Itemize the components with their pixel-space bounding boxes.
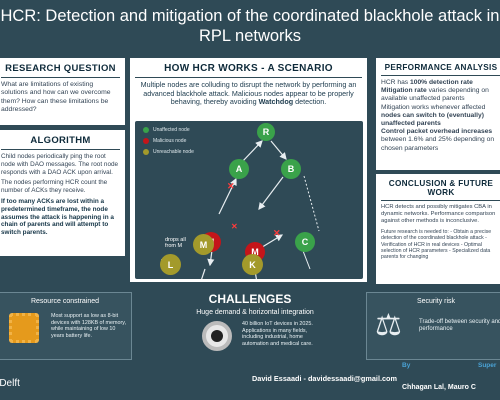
- footer-author: David Essaadi - davidessaadi@gmail.com: [252, 374, 398, 383]
- footer-by: By: [402, 362, 411, 369]
- how-intro-text: Multiple nodes are colluding to disrupt …: [140, 80, 357, 107]
- camera-icon: [202, 321, 232, 351]
- edge-b-r: [270, 140, 287, 160]
- edge-n-a: [218, 177, 237, 215]
- cross-mark-2: ✕: [273, 228, 281, 238]
- node-a: A: [229, 159, 249, 179]
- algorithm-step-2: The nodes performing HCR count the numbe…: [1, 179, 108, 195]
- how-hcr-works-panel: HOW HCR WORKS - A SCENARIO Multiple node…: [130, 58, 367, 282]
- edge-l-m1: [201, 268, 206, 279]
- node-root: R: [257, 123, 275, 141]
- conclusion-p1: HCR detects and possibly mitigates CBA i…: [381, 204, 496, 224]
- node-l: L: [160, 254, 181, 275]
- tudelft-logo: TUDelft: [0, 378, 20, 389]
- perf-line2-b: varies depending on available unaffected…: [381, 87, 489, 103]
- perf-line3-a: Mitigation works whenever affected: [381, 103, 486, 111]
- scales-icon: ⚖: [375, 309, 402, 342]
- legend-malicious: Malicious node: [153, 138, 187, 144]
- legend-red-dot: [143, 138, 149, 144]
- research-text: What are limitations of existing solutio…: [1, 81, 111, 114]
- legend: Unaffected node Malicious node Unreachab…: [143, 127, 194, 155]
- resource-title: Resource constrained: [30, 298, 100, 305]
- node-m-lower: M: [193, 234, 214, 255]
- challenges-heading: CHALLENGES: [208, 292, 292, 306]
- conclusion-panel: CONCLUSION & FUTURE WORK HCR detects and…: [376, 174, 500, 284]
- challenge-security-panel: Security risk ⚖ Trade-off between securi…: [366, 292, 500, 360]
- edge-b-c-dashed: [303, 175, 320, 232]
- research-heading: RESEARCH QUESTION: [5, 63, 116, 74]
- chip-icon: [9, 313, 39, 343]
- legend-olive-dot: [143, 149, 149, 155]
- demand-title: Huge demand & horizontal integration: [196, 309, 314, 316]
- legend-unreachable: Unreachable node: [153, 149, 194, 155]
- drops-label: drops all from M: [165, 237, 186, 249]
- footer-super: Super: [478, 362, 497, 369]
- footer-supervisors: Chhagan Lal, Mauro C: [402, 384, 476, 391]
- edge-a-r: [240, 140, 263, 164]
- perf-line4-a: Control packet overhead increases: [381, 128, 493, 136]
- perf-line4-b: between 1.6% and 25% depending on chosen…: [381, 136, 495, 152]
- node-b: B: [281, 159, 301, 179]
- algorithm-heading: ALGORITHM: [30, 135, 91, 146]
- poster-title: HCR: Detection and mitigation of the coo…: [0, 7, 500, 45]
- cross-mark-3: ✕: [231, 222, 238, 231]
- research-question-panel: RESEARCH QUESTION What are limitations o…: [0, 58, 125, 125]
- how-intro-end: detection.: [295, 97, 327, 107]
- challenge-demand-panel: Huge demand & horizontal integration 40 …: [170, 309, 340, 359]
- legend-unaffected: Unaffected node: [153, 127, 190, 133]
- perf-line1-b: 100% detection rate: [410, 79, 473, 86]
- performance-heading: PERFORMANCE ANALYSIS: [384, 63, 498, 72]
- perf-line2-a: Mitigation rate: [381, 87, 427, 95]
- conclusion-p2: Future research is needed to: - Obtain a…: [381, 229, 492, 261]
- security-title: Security risk: [416, 298, 456, 305]
- node-c: C: [295, 232, 315, 252]
- how-heading: HOW HCR WORKS - A SCENARIO: [164, 63, 333, 74]
- algorithm-step-3: If too many ACKs are lost within a prede…: [1, 197, 114, 237]
- how-intro-bold: Watchdog: [258, 97, 294, 107]
- perf-line3-b: nodes can switch to (eventually) unaffec…: [381, 111, 484, 128]
- demand-text: 40 billion IoT devices in 2025. Applicat…: [242, 321, 313, 347]
- resource-text: Most support as low as 8-bit devices wit…: [51, 313, 127, 339]
- security-text: Trade-off between security and performan…: [419, 319, 500, 332]
- how-intro: Multiple nodes are colluding to disrupt …: [131, 80, 366, 107]
- edge-m2-b: [258, 176, 284, 210]
- cross-mark-1: ✕: [227, 181, 235, 191]
- perf-line1-a: HCR has: [381, 79, 409, 86]
- performance-panel: PERFORMANCE ANALYSIS HCR has 100% detect…: [376, 58, 500, 170]
- legend-green-dot: [143, 127, 149, 133]
- conclusion-heading: CONCLUSION & FUTURE WORK: [388, 179, 494, 197]
- challenge-resource-panel: Resource constrained Most support as low…: [0, 292, 132, 360]
- algorithm-step-1: Child nodes periodically ping the root n…: [1, 153, 119, 176]
- node-k: K: [242, 254, 263, 275]
- algorithm-panel: ALGORITHM Child nodes periodically ping …: [0, 130, 125, 256]
